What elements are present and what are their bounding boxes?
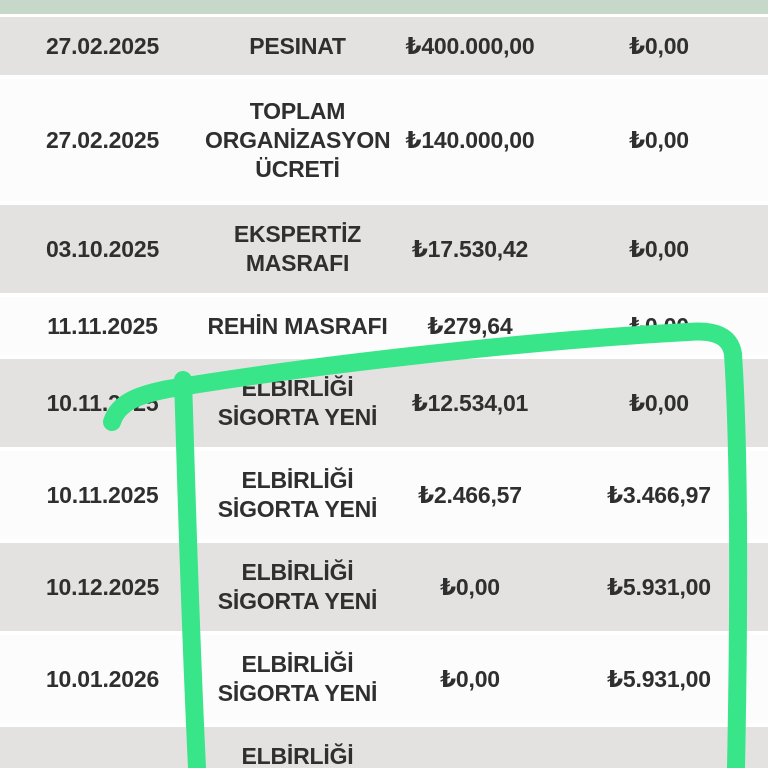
date-cell: 03.10.2025 bbox=[45, 235, 160, 262]
amount-cell: ₺279,64 bbox=[427, 312, 513, 339]
description-cell: ELBİRLİĞİ SİGORTA YENİ bbox=[217, 651, 378, 706]
date-cell: 10.01.2026 bbox=[45, 665, 160, 692]
table-row: 10.11.2025 ELBİRLİĞİ SİGORTA YENİ ₺12.53… bbox=[0, 359, 768, 447]
date-cell: 10.11.2025 bbox=[46, 389, 159, 416]
amount-cell: ₺0,00 bbox=[440, 573, 500, 600]
description-cell: ELBİRLİĞİ SİGORTA YENİ bbox=[217, 375, 378, 430]
date-cell: 11.11.2025 bbox=[47, 312, 158, 339]
description-cell: ELBİRLİĞİ SİGORTA YENİ bbox=[217, 559, 378, 614]
table-row: 03.10.2025 EKSPERTİZ MASRAFI ₺17.530,42 … bbox=[0, 205, 768, 293]
description-cell: REHİN MASRAFI bbox=[207, 312, 388, 339]
balance-cell: ₺0,00 bbox=[629, 312, 689, 339]
description-cell: EKSPERTİZ MASRAFI bbox=[233, 221, 362, 276]
table-row: ELBİRLİĞİ bbox=[0, 727, 768, 768]
amount-cell: ₺0,00 bbox=[440, 665, 500, 692]
date-cell: 10.11.2025 bbox=[46, 481, 159, 508]
balance-cell: ₺5.931,00 bbox=[607, 573, 711, 600]
table-row: 11.11.2025 REHİN MASRAFI ₺279,64 ₺0,00 bbox=[0, 297, 768, 355]
payment-schedule-table: 27.02.2025 PESINAT ₺400.000,00 ₺0,00 27.… bbox=[0, 17, 768, 768]
table-row: 10.11.2025 ELBİRLİĞİ SİGORTA YENİ ₺2.466… bbox=[0, 451, 768, 539]
amount-cell: ₺12.534,01 bbox=[411, 389, 529, 416]
description-cell: PESINAT bbox=[249, 32, 346, 59]
balance-cell: ₺5.931,00 bbox=[607, 665, 711, 692]
balance-cell: ₺0,00 bbox=[629, 235, 689, 262]
header-band bbox=[0, 0, 768, 14]
date-cell: 10.12.2025 bbox=[45, 573, 160, 600]
balance-cell: ₺0,00 bbox=[629, 32, 689, 59]
description-cell: ELBİRLİĞİ SİGORTA YENİ bbox=[217, 467, 378, 522]
table-row: 10.12.2025 ELBİRLİĞİ SİGORTA YENİ ₺0,00 … bbox=[0, 543, 768, 631]
date-cell: 27.02.2025 bbox=[45, 126, 160, 153]
amount-cell: ₺140.000,00 bbox=[405, 126, 535, 153]
balance-cell: ₺0,00 bbox=[629, 389, 689, 416]
description-cell: ELBİRLİĞİ bbox=[241, 742, 354, 768]
amount-cell: ₺2.466,57 bbox=[418, 481, 522, 508]
description-cell: TOPLAM ORGANİZASYON ÜCRETİ bbox=[205, 97, 391, 182]
amount-cell: ₺400.000,00 bbox=[405, 32, 535, 59]
balance-cell: ₺3.466,97 bbox=[607, 481, 711, 508]
table-row: 27.02.2025 TOPLAM ORGANİZASYON ÜCRETİ ₺1… bbox=[0, 79, 768, 201]
table-row: 10.01.2026 ELBİRLİĞİ SİGORTA YENİ ₺0,00 … bbox=[0, 635, 768, 723]
balance-cell: ₺0,00 bbox=[629, 126, 689, 153]
table-row: 27.02.2025 PESINAT ₺400.000,00 ₺0,00 bbox=[0, 17, 768, 75]
date-cell: 27.02.2025 bbox=[45, 32, 160, 59]
amount-cell: ₺17.530,42 bbox=[411, 235, 529, 262]
